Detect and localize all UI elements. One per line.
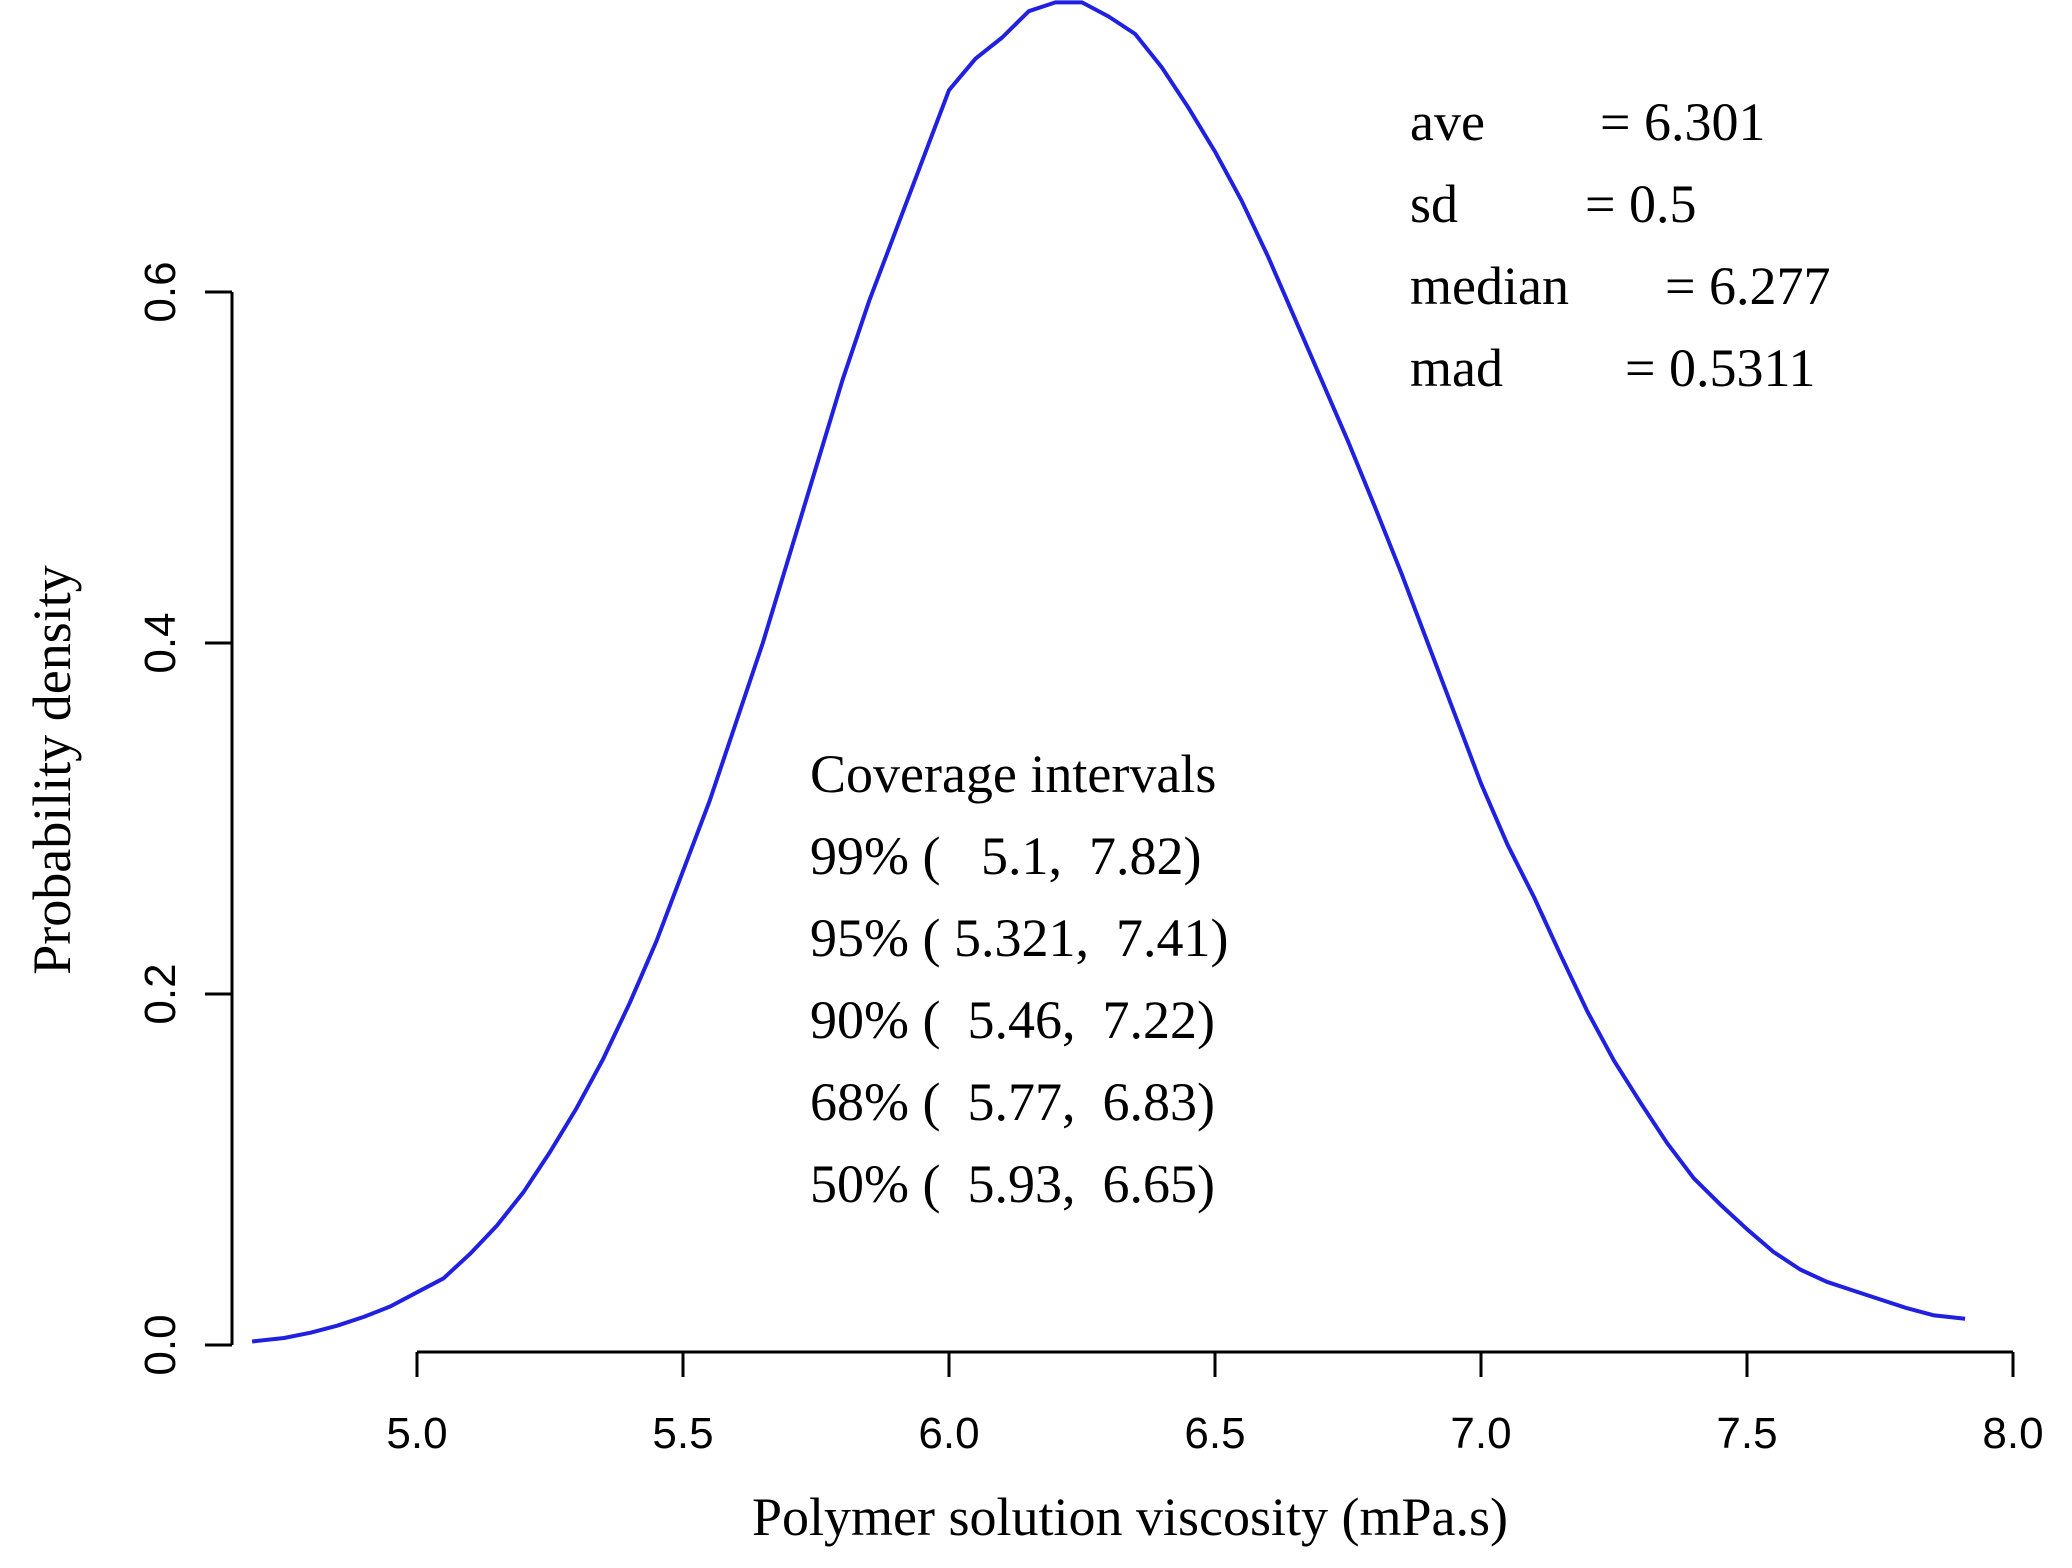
x-tick-label: 5.0 [386, 1409, 447, 1458]
x-tick-label: 6.0 [918, 1409, 979, 1458]
stat-value-sd: = 0.5 [1585, 174, 1696, 234]
x-tick-label: 7.0 [1450, 1409, 1511, 1458]
stat-value-mad: = 0.5311 [1625, 338, 1815, 398]
y-axis: 0.0 0.2 0.4 0.6 [136, 261, 234, 1376]
y-tick-label: 0.4 [136, 612, 185, 673]
x-tick-label: 7.5 [1716, 1409, 1777, 1458]
stat-label-mad: mad [1410, 338, 1503, 398]
stats-block: ave = 6.301 sd = 0.5 median = 6.277 mad … [1410, 92, 1830, 398]
x-axis: 5.0 5.5 6.0 6.5 7.0 7.5 8.0 [386, 1350, 2044, 1458]
x-tick-label: 6.5 [1184, 1409, 1245, 1458]
x-axis-label: Polymer solution viscosity (mPa.s) [752, 1487, 1508, 1547]
stat-label-sd: sd [1410, 174, 1458, 234]
coverage-interval-row: 99% ( 5.1, 7.82) [810, 826, 1201, 886]
y-tick-label: 0.2 [136, 963, 185, 1024]
stat-value-median: = 6.277 [1665, 256, 1830, 316]
coverage-interval-row: 68% ( 5.77, 6.83) [810, 1072, 1215, 1132]
series-layer [251, 0, 1966, 1344]
coverage-title: Coverage intervals [810, 744, 1216, 804]
stat-label-ave: ave [1410, 92, 1485, 152]
y-tick-label: 0.0 [136, 1314, 185, 1375]
coverage-interval-row: 50% ( 5.93, 6.65) [810, 1154, 1215, 1214]
coverage-interval-row: 90% ( 5.46, 7.22) [810, 990, 1215, 1050]
y-axis-label: Probability density [22, 565, 82, 974]
x-tick-label: 8.0 [1982, 1409, 2043, 1458]
y-tick-label: 0.6 [136, 261, 185, 322]
density-curve [251, 0, 1966, 1344]
coverage-interval-row: 95% ( 5.321, 7.41) [810, 908, 1228, 968]
stat-value-ave: = 6.301 [1600, 92, 1765, 152]
stat-label-median: median [1410, 256, 1569, 316]
x-tick-label: 5.5 [652, 1409, 713, 1458]
coverage-block: Coverage intervals 99% ( 5.1, 7.82) 95% (… [810, 744, 1228, 1214]
